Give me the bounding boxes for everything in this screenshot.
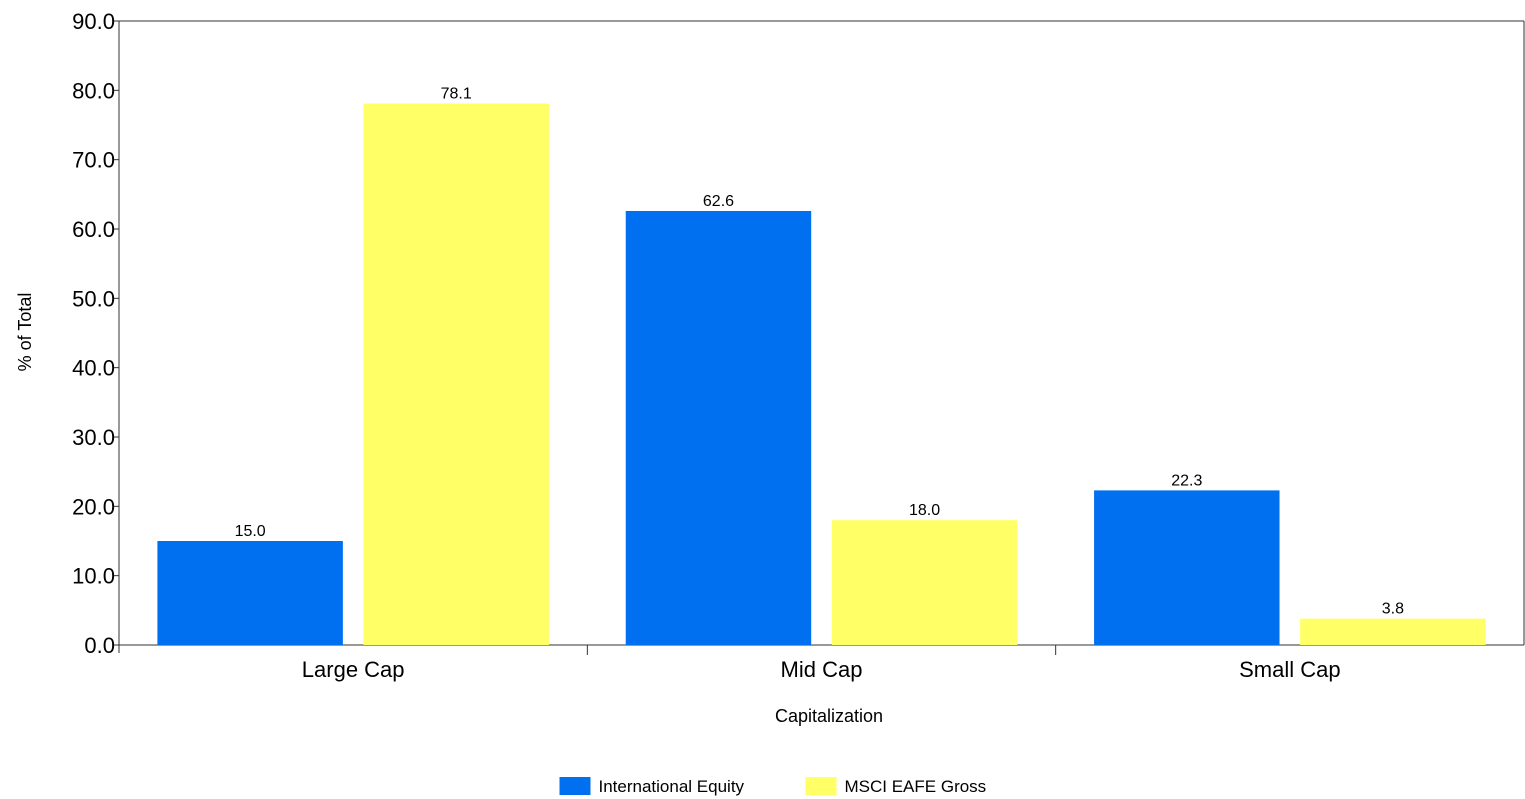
bar [363,103,549,646]
x-tick-label: Mid Cap [781,657,863,682]
bar [1300,618,1486,645]
data-label: 22.3 [1171,472,1202,489]
y-tick-label: 80.0 [72,78,115,103]
bar [1094,490,1280,645]
x-tick-label: Large Cap [302,657,405,682]
data-label: 62.6 [703,193,734,210]
y-tick-label: 40.0 [72,356,115,381]
x-axis: Large Cap Mid Cap Small Cap [119,644,1524,682]
data-label: 18.0 [909,502,940,519]
y-tick-label: 20.0 [72,494,115,519]
data-labels: 15.0 62.6 22.3 78.1 18.0 3.8 [235,86,1405,618]
legend-swatch [805,777,837,795]
legend-label: MSCI EAFE Gross [845,777,987,796]
y-axis-title: % of Total [15,293,35,372]
y-tick-label: 0.0 [84,633,115,658]
bars [157,103,1486,646]
y-tick-label: 70.0 [72,148,115,173]
bar [157,541,343,645]
y-tick-label: 60.0 [72,217,115,242]
y-tick-label: 30.0 [72,425,115,450]
data-label: 15.0 [235,523,266,540]
y-tick-label: 50.0 [72,286,115,311]
legend: International Equity MSCI EAFE Gross [559,777,987,796]
bar [625,210,812,645]
x-axis-title: Capitalization [775,706,883,726]
bar [831,520,1018,645]
y-tick-label: 90.0 [72,9,115,34]
legend-label: International Equity [599,777,745,796]
data-label: 78.1 [441,86,472,103]
y-axis: 0.0 10.0 20.0 30.0 40.0 50.0 60.0 70.0 80.0 90.0 [72,9,120,658]
data-label: 3.8 [1382,601,1404,618]
legend-swatch [559,777,591,795]
plot-area [119,20,1525,645]
x-tick-label: Small Cap [1239,657,1340,682]
y-tick-label: 10.0 [72,564,115,589]
